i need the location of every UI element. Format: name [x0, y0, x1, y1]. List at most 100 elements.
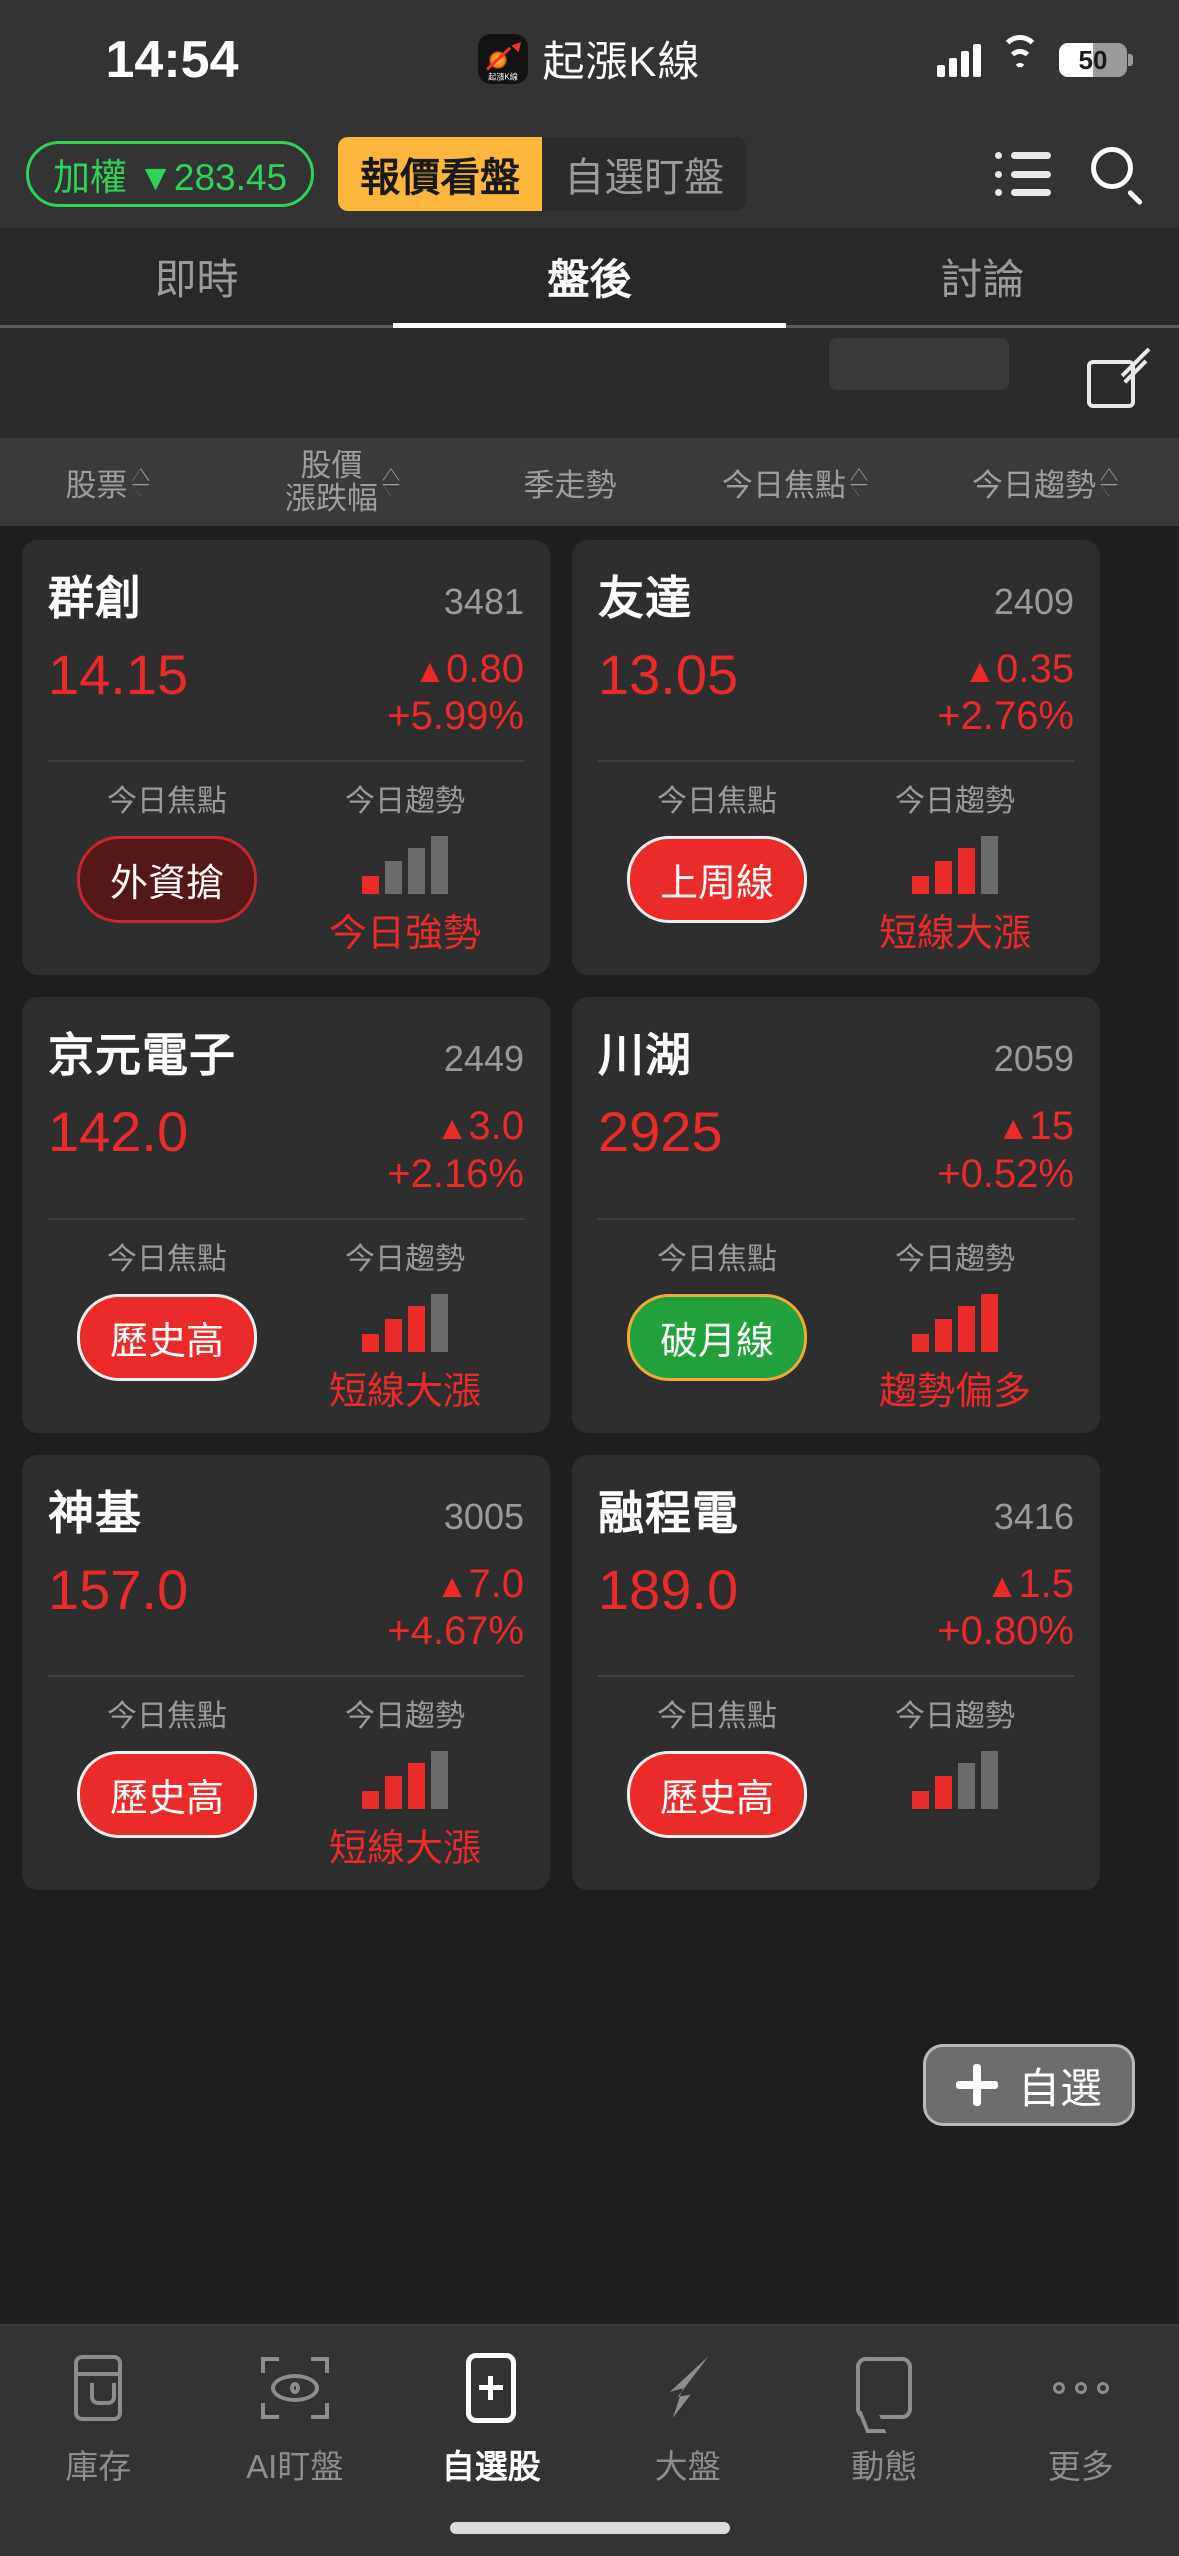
stock-name: 神基 [48, 1486, 142, 1539]
market-arrow-icon [657, 2352, 719, 2424]
trend-strength-bars [912, 836, 998, 895]
stock-card[interactable]: 神基 3005 157.0 ▲7.0 +4.67% 今日焦點歷史高 今日趨勢 短線大漲 [22, 1454, 550, 1891]
card-divider [598, 1675, 1074, 1678]
today-focus-badge[interactable]: 外資搶 [76, 836, 257, 924]
sort-col-focus-label: 今日焦點 [722, 467, 846, 503]
stock-price: 189.0 [598, 1557, 739, 1621]
tab-discussion[interactable]: 討論 [940, 256, 1025, 303]
today-focus-label: 今日焦點 [107, 1700, 227, 1734]
search-icon[interactable] [1091, 147, 1145, 206]
today-focus-badge[interactable]: 歷史高 [626, 1751, 807, 1839]
trend-bar [362, 876, 379, 895]
stock-price: 157.0 [48, 1557, 189, 1621]
up-triangle-icon: ▲ [435, 1109, 469, 1147]
sort-col-quarter-trend[interactable]: 季走勢 [470, 460, 670, 505]
card-divider [48, 1217, 524, 1220]
sort-col-quarter-label: 季走勢 [523, 467, 617, 503]
sort-col-price-label-top: 股價 [300, 447, 363, 483]
stock-change-percent: +0.80% [937, 1608, 1074, 1653]
stock-card[interactable]: 友達 2409 13.05 ▲0.35 +2.76% 今日焦點 上周線 今日趨勢 短線大漲 [572, 540, 1100, 976]
today-trend-label: 今日趨勢 [345, 785, 465, 819]
stock-card-tags: 今日焦點歷史高 今日趨勢 短線大漲 [48, 1691, 524, 1872]
stock-card[interactable]: 川湖 2059 2925 ▲15 +0.52% 今日焦點 破月線 今日趨勢 趨勢偏多 [572, 997, 1100, 1433]
stock-card[interactable]: 群創 3481 14.15 ▲0.80 +5.99% 今日焦點 外資搶 今日趨勢 今日強勢 [22, 540, 550, 976]
tab-watchlist-monitor[interactable]: 自選盯盤 [542, 137, 747, 211]
bottom-tab-feed[interactable]: 動態 [786, 2352, 983, 2488]
today-focus-cell: 今日焦點 破月線 [598, 1234, 836, 1415]
sort-col-today-trend[interactable]: 今日趨勢 [920, 460, 1170, 505]
stock-price: 142.0 [48, 1100, 189, 1164]
stock-card-quote: 14.15 ▲0.80 +5.99% [48, 645, 524, 740]
trend-bar [385, 861, 402, 895]
today-focus-badge[interactable]: 上周線 [626, 836, 807, 924]
more-dots-icon [1052, 2352, 1109, 2424]
stock-change-percent: +5.99% [387, 694, 524, 739]
today-focus-badge[interactable]: 歷史高 [76, 1293, 257, 1381]
stock-change-value: 0.35 [996, 647, 1074, 691]
trend-bar [981, 1293, 998, 1352]
top-nav-bar: 加權 ▼283.45 報價看盤 自選盯盤 [0, 120, 1179, 228]
sort-col-price[interactable]: 股價 漲跌幅 [215, 447, 470, 515]
tab-after-hours[interactable]: 盤後 [393, 228, 786, 328]
today-focus-cell: 今日焦點 歷史高 [598, 1691, 836, 1839]
stock-code: 3481 [443, 581, 524, 622]
today-trend-cell: 今日趨勢 短線大漲 [286, 1691, 524, 1872]
battery-icon: 50 [1059, 43, 1133, 77]
stock-change-group: ▲7.0 +4.67% [387, 1561, 524, 1655]
sort-col-today-focus[interactable]: 今日焦點 [670, 460, 920, 505]
stock-change-group: ▲15 +0.52% [937, 1103, 1074, 1197]
today-focus-badge[interactable]: 歷史高 [76, 1751, 257, 1839]
up-triangle-icon: ▲ [985, 1566, 1019, 1604]
trend-bar [958, 848, 975, 895]
bottom-tab-market[interactable]: 大盤 [590, 2352, 787, 2488]
trend-bar [912, 876, 929, 895]
market-index-badge[interactable]: 加權 ▼283.45 [26, 141, 315, 207]
stock-change-group: ▲3.0 +2.16% [387, 1103, 524, 1197]
add-to-watchlist-button[interactable]: 自選 [922, 2044, 1135, 2126]
list-icon[interactable] [995, 152, 1051, 196]
add-watchlist-icon [466, 2352, 517, 2424]
today-focus-cell: 今日焦點 歷史高 [48, 1691, 286, 1872]
stock-card[interactable]: 融程電 3416 189.0 ▲1.5 +0.80% 今日焦點 歷史高 今日趨勢 [572, 1454, 1100, 1891]
up-triangle-icon: ▲ [996, 1109, 1030, 1147]
card-divider [48, 1675, 524, 1678]
bottom-tab-ai-monitor[interactable]: AI盯盤 [197, 2352, 394, 2488]
bottom-tab-watchlist[interactable]: 自選股 [393, 2352, 590, 2488]
stock-code: 2449 [443, 1038, 524, 1080]
today-trend-cell: 今日趨勢 趨勢偏多 [836, 1234, 1074, 1415]
stock-card-grid: 群創 3481 14.15 ▲0.80 +5.99% 今日焦點 外資搶 今日趨勢 今日強勢 友達 2… [0, 526, 1179, 1891]
tab-quote-board[interactable]: 報價看盤 [338, 137, 543, 211]
stock-card-header: 京元電子 2449 [48, 1019, 524, 1085]
tab-realtime[interactable]: 即時 [154, 256, 239, 303]
stock-change-group: ▲0.80 +5.99% [387, 646, 524, 740]
bottom-tab-more[interactable]: 更多 [983, 2352, 1179, 2488]
today-focus-badge[interactable]: 破月線 [626, 1293, 807, 1381]
edit-pencil-icon[interactable] [1087, 347, 1151, 408]
sort-col-stock[interactable]: 股票 [0, 460, 215, 505]
today-focus-label: 今日焦點 [657, 1700, 777, 1734]
stock-code: 3005 [443, 1495, 524, 1537]
sort-arrows-icon [132, 468, 150, 497]
stock-change-percent: +0.52% [937, 1151, 1074, 1196]
status-bar-indicators: 50 [937, 35, 1133, 77]
battery-fill [1059, 43, 1093, 77]
bottom-tab-market-label: 大盤 [654, 2448, 721, 2485]
ai-scan-eye-icon [260, 2352, 329, 2424]
stock-card[interactable]: 京元電子 2449 142.0 ▲3.0 +2.16% 今日焦點 歷史高 今日趨勢 短線大漲 [22, 997, 550, 1433]
bottom-tab-watchlist-label: 自選股 [441, 2448, 541, 2485]
bottom-tab-inventory[interactable]: 庫存 [0, 2352, 197, 2488]
today-trend-label: 今日趨勢 [895, 1242, 1015, 1276]
today-trend-text: 趨勢偏多 [878, 1370, 1031, 1413]
stock-card-tags: 今日焦點 歷史高 今日趨勢 短線大漲 [48, 1234, 524, 1415]
stock-card-quote: 13.05 ▲0.35 +2.76% [598, 645, 1074, 740]
stock-code: 2059 [993, 1038, 1074, 1080]
up-triangle-icon: ▲ [963, 652, 997, 689]
inventory-icon [74, 2352, 123, 2424]
add-to-watchlist-label: 自選 [1017, 2064, 1102, 2112]
status-bar-time: 14:54 [105, 31, 239, 89]
trend-bar [912, 1791, 929, 1810]
column-sort-header: 股票 股價 漲跌幅 季走勢 今日焦點 今日趨勢 [0, 438, 1179, 526]
bottom-tab-ai-monitor-label: AI盯盤 [246, 2448, 344, 2485]
today-trend-label: 今日趨勢 [345, 1700, 465, 1734]
